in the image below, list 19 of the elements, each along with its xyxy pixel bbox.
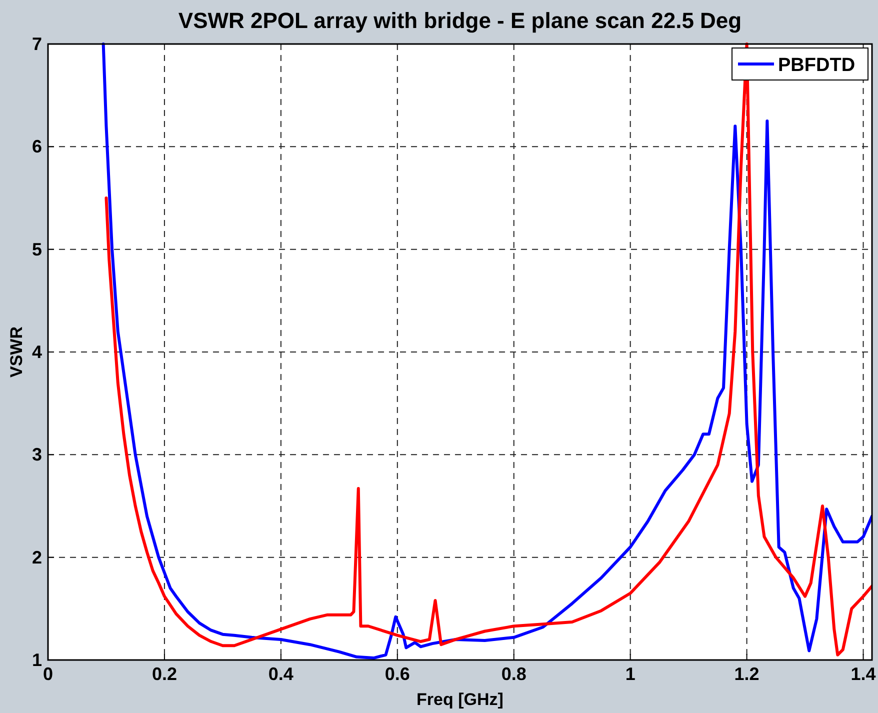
x-tick-label: 0.4	[268, 664, 294, 684]
chart-title: VSWR 2POL array with bridge - E plane scan 22.5 Deg	[178, 8, 742, 33]
x-tick-label: 1.4	[850, 664, 876, 684]
legend-label: PBFDTD	[778, 55, 856, 76]
x-axis-title: Freq [GHz]	[416, 690, 504, 709]
y-tick-label: 1	[32, 650, 42, 670]
y-tick-label: 4	[32, 342, 42, 362]
y-tick-label: 2	[32, 547, 42, 568]
y-tick-label: 6	[32, 136, 42, 157]
x-tick-label: 0.6	[384, 664, 410, 684]
y-tick-label: 7	[32, 34, 42, 54]
y-axis-title: VSWR	[7, 326, 26, 378]
x-tick-label: 0.2	[152, 664, 177, 684]
y-tick-label: 5	[32, 239, 42, 260]
x-tick-label: 0.8	[501, 664, 526, 684]
x-tick-label: 1	[625, 664, 636, 684]
x-tick-label: 0	[42, 664, 54, 684]
x-tick-label: 1.2	[734, 664, 760, 684]
y-tick-label: 3	[32, 444, 42, 465]
